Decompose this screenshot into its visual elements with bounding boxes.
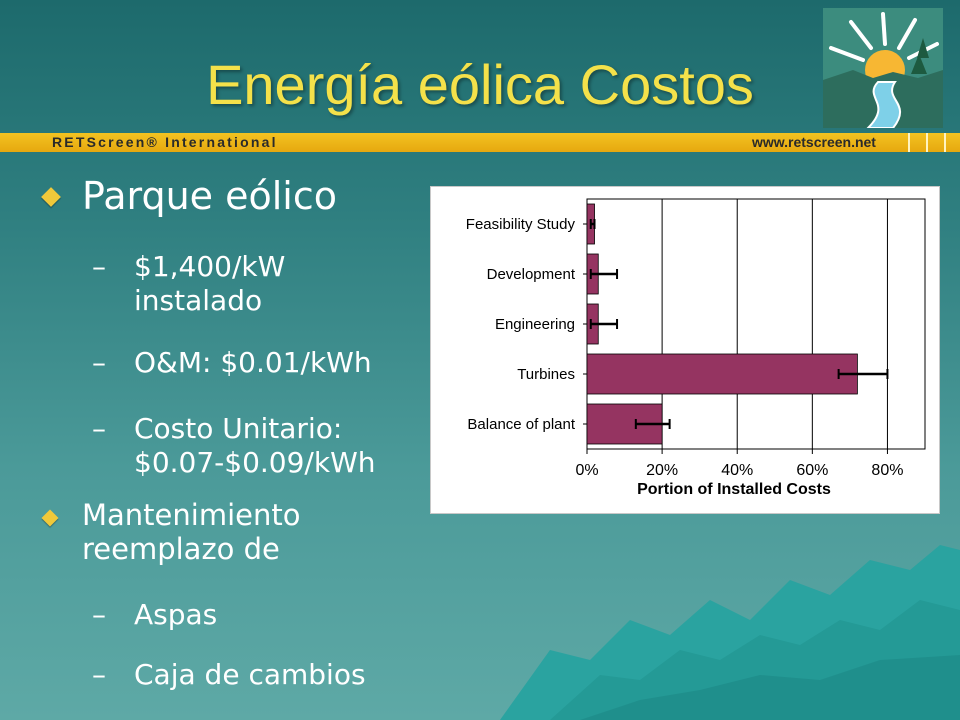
- x-tick-label: 40%: [721, 462, 753, 479]
- sub-bullet-text: O&M: $0.01/kWh: [134, 346, 372, 379]
- sub-bullet-text: Costo Unitario:: [134, 412, 343, 445]
- sub-bullet-text: instalado: [134, 284, 263, 317]
- sub-bullet-text: Aspas: [134, 598, 218, 631]
- sub-bullet-text: $1,400/kW: [134, 250, 286, 283]
- brand-bar: RETScreen® International www.retscreen.n…: [0, 133, 960, 152]
- sub-bullet-text: Caja de cambios: [134, 658, 366, 691]
- y-tick-label: Balance of plant: [467, 416, 575, 433]
- y-tick-label: Development: [487, 266, 576, 283]
- x-axis-label: Portion of Installed Costs: [637, 481, 831, 498]
- mountain-decoration-icon: [500, 545, 960, 720]
- bar-divider: [908, 133, 910, 152]
- dash-icon: –: [92, 346, 106, 379]
- dash-icon: –: [92, 412, 106, 445]
- bullet-diamond-icon: [41, 187, 61, 207]
- bullet-text: Mantenimiento: [82, 498, 301, 532]
- bar-divider: [944, 133, 946, 152]
- bullet-diamond-icon: [41, 509, 59, 527]
- brand-url: www.retscreen.net: [752, 134, 876, 150]
- cost-chart-svg: Feasibility Study Development Engineering T…: [466, 198, 926, 498]
- cost-chart: Feasibility Study Development Engineering T…: [430, 186, 940, 514]
- y-tick-label: Feasibility Study: [466, 216, 576, 233]
- y-tick-label: Engineering: [495, 316, 575, 333]
- bullet-text: Parque eólico: [82, 174, 337, 218]
- dash-icon: –: [92, 598, 106, 631]
- brand-name: RETScreen® International: [52, 134, 278, 150]
- dash-icon: –: [92, 658, 106, 691]
- bullet-text: reemplazo de: [82, 532, 280, 566]
- x-tick-label: 60%: [796, 462, 828, 479]
- slide-title: Energía eólica Costos: [206, 53, 754, 116]
- dash-icon: –: [92, 250, 106, 283]
- sub-bullet-text: $0.07-$0.09/kWh: [134, 446, 376, 479]
- bar-divider: [926, 133, 928, 152]
- x-tick-label: 80%: [871, 462, 903, 479]
- x-tick-label: 0%: [575, 462, 598, 479]
- retscreen-logo-icon: [823, 8, 943, 128]
- x-tick-label: 20%: [646, 462, 678, 479]
- y-tick-label: Turbines: [517, 366, 575, 383]
- bar: [586, 353, 858, 395]
